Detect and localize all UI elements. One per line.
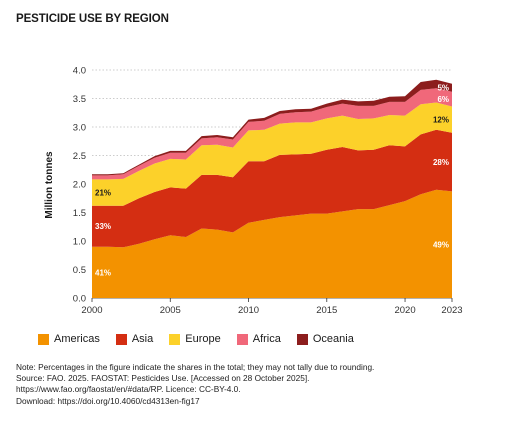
y-tick-label: 1.0 bbox=[73, 237, 86, 248]
chart-title: PESTICIDE USE BY REGION bbox=[16, 13, 169, 25]
x-tick-label: 2020 bbox=[394, 305, 415, 316]
share-labels: 41% 33% 21% 49% 28% 12% 6% 5% bbox=[95, 84, 449, 278]
legend-item-oceania: Oceania bbox=[296, 333, 354, 345]
end-share-label: 5% bbox=[437, 84, 449, 93]
start-share-label: 33% bbox=[95, 222, 111, 231]
end-share-label: 12% bbox=[433, 116, 449, 125]
legend-item-africa: Africa bbox=[236, 333, 281, 345]
area-europe bbox=[92, 102, 452, 206]
end-share-label: 6% bbox=[437, 95, 449, 104]
x-axis-ticks: 2000 2005 2010 2015 2020 2023 bbox=[81, 298, 463, 316]
licence-line: https://www.fao.org/faostat/en/#data/RP.… bbox=[16, 384, 241, 395]
y-tick-label: 2.0 bbox=[73, 180, 86, 191]
y-tick-label: 2.5 bbox=[73, 151, 86, 162]
y-tick-label: 4.0 bbox=[73, 66, 86, 77]
legend-swatch bbox=[38, 333, 49, 345]
area-africa bbox=[92, 88, 452, 180]
y-tick-label: 3.5 bbox=[73, 94, 86, 105]
note-line: Note: Percentages in the figure indicate… bbox=[16, 362, 375, 372]
x-tick-label: 2010 bbox=[238, 305, 259, 316]
x-tick-label: 2005 bbox=[160, 305, 181, 316]
y-axis-label: Million tonnes bbox=[44, 151, 55, 219]
start-share-label: 41% bbox=[95, 268, 111, 277]
y-tick-label: 0.5 bbox=[73, 265, 86, 276]
legend-swatch bbox=[296, 333, 308, 345]
start-share-label: 21% bbox=[95, 189, 111, 198]
area-oceania bbox=[92, 79, 452, 176]
legend-swatch bbox=[169, 333, 181, 345]
y-tick-label: 0.0 bbox=[73, 294, 86, 305]
x-tick-label: 2000 bbox=[81, 305, 102, 316]
legend-label: Africa bbox=[252, 333, 281, 345]
stacked-area-chart: 0.0 0.5 1.0 1.5 2.0 2.5 3.0 3.5 4.0 2000 2005 2010… bbox=[44, 66, 463, 317]
end-share-label: 28% bbox=[433, 158, 449, 167]
legend-label: Americas bbox=[54, 333, 100, 345]
source-note: Note: Percentages in the figure indicate… bbox=[16, 362, 496, 407]
legend-label: Europe bbox=[185, 333, 221, 345]
area-series bbox=[92, 79, 452, 298]
x-tick-label: 2023 bbox=[441, 305, 462, 316]
y-tick-label: 3.0 bbox=[73, 123, 86, 134]
x-tick-label: 2015 bbox=[316, 305, 337, 316]
end-share-label: 49% bbox=[433, 241, 449, 250]
area-asia bbox=[92, 129, 452, 248]
legend-label: Oceania bbox=[312, 333, 354, 345]
y-tick-label: 1.5 bbox=[73, 208, 86, 219]
legend-swatch bbox=[115, 333, 127, 345]
legend-label: Asia bbox=[131, 333, 154, 345]
area-americas bbox=[92, 189, 452, 298]
source-line: Source: FAO. 2025. FAOSTAT: Pesticides U… bbox=[16, 373, 310, 384]
legend: Americas Asia Europe Africa Oceania bbox=[38, 333, 354, 345]
download-line: Download: https://doi.org/10.4060/cd4313… bbox=[16, 395, 200, 406]
y-axis-ticks: 0.0 0.5 1.0 1.5 2.0 2.5 3.0 3.5 4.0 bbox=[73, 66, 86, 305]
legend-swatch bbox=[236, 333, 248, 345]
legend-item-americas: Americas bbox=[38, 333, 100, 345]
legend-item-europe: Europe bbox=[169, 333, 221, 345]
legend-item-asia: Asia bbox=[115, 333, 154, 345]
